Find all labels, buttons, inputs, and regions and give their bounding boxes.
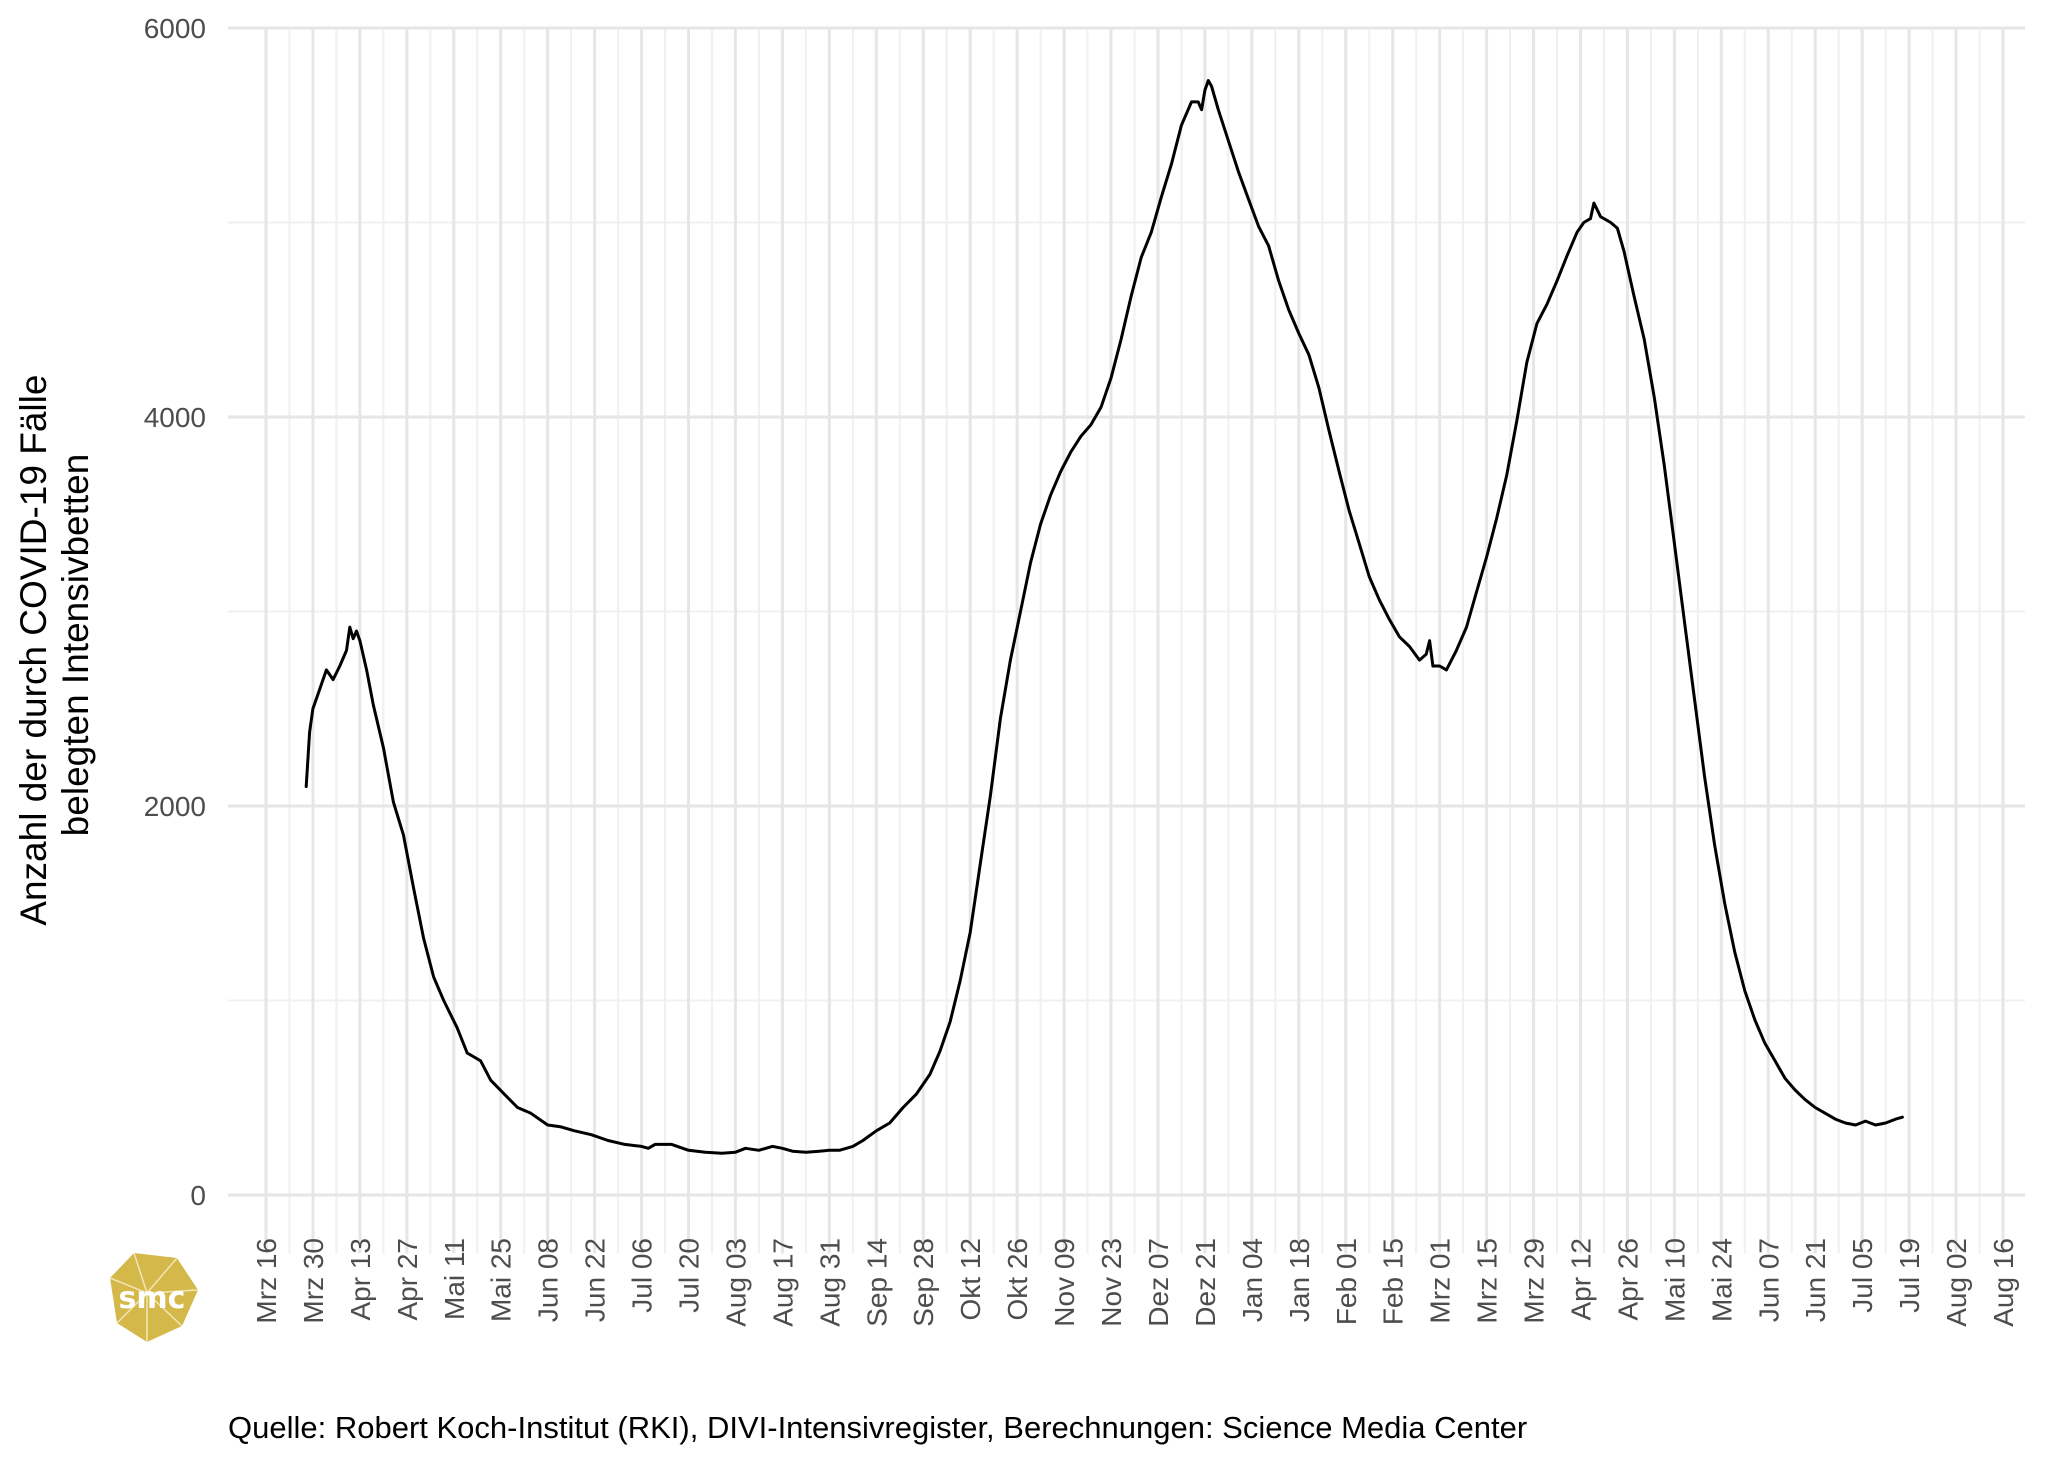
x-tick-label: Dez 21 — [1190, 1238, 1221, 1327]
series-layer — [304, 79, 1904, 1155]
x-tick-label: Apr 26 — [1612, 1238, 1643, 1321]
x-tick-label: Mai 25 — [486, 1238, 517, 1322]
x-axis: Mrz 16 Mrz 30 Apr 13 Apr 27 Mai 11 Mai 25 Jun … — [251, 1238, 2019, 1327]
x-tick-label: Aug 31 — [814, 1238, 845, 1327]
x-tick-label: Jul 05 — [1847, 1238, 1878, 1313]
x-tick-label: Mrz 01 — [1425, 1238, 1456, 1324]
x-tick-label: Jun 08 — [533, 1238, 564, 1322]
y-tick-label: 0 — [190, 1180, 206, 1211]
x-tick-label: Jun 21 — [1800, 1238, 1831, 1322]
x-tick-label: Sep 28 — [908, 1238, 939, 1327]
x-tick-label: Jun 22 — [580, 1238, 611, 1322]
x-tick-label: Apr 12 — [1565, 1238, 1596, 1321]
x-tick-label: Apr 13 — [345, 1238, 376, 1321]
x-tick-label: Mrz 16 — [251, 1238, 282, 1324]
x-tick-label: Aug 03 — [720, 1238, 751, 1327]
x-tick-label: Mai 11 — [439, 1238, 470, 1320]
x-tick-label: Okt 26 — [1002, 1238, 1033, 1320]
x-tick-label: Jan 18 — [1284, 1238, 1315, 1322]
x-tick-label: Aug 16 — [1988, 1238, 2019, 1327]
y-axis-title-line-2: belegten Intensivbetten — [55, 454, 96, 837]
x-tick-label: Nov 09 — [1049, 1238, 1080, 1327]
x-tick-label: Feb 15 — [1378, 1238, 1409, 1325]
x-tick-label: Sep 14 — [861, 1238, 892, 1327]
x-tick-label: Feb 01 — [1331, 1238, 1362, 1325]
y-axis-title-line-1: Anzahl der durch COVID-19 Fälle — [13, 375, 54, 926]
smc-logo: smc — [109, 1252, 199, 1342]
x-tick-label: Jun 07 — [1753, 1238, 1784, 1322]
caption: Quelle: Robert Koch-Institut (RKI), DIVI… — [228, 1410, 1527, 1445]
grid — [228, 26, 2025, 1254]
x-tick-label: Aug 02 — [1941, 1238, 1972, 1327]
x-tick-label: Jul 20 — [674, 1238, 705, 1313]
x-tick-label: Mrz 29 — [1519, 1238, 1550, 1324]
x-tick-label: Mai 10 — [1659, 1238, 1690, 1322]
y-axis: 0 2000 4000 6000 — [144, 13, 206, 1211]
y-tick-label: 6000 — [144, 13, 206, 44]
logo-text: smc — [119, 1281, 186, 1316]
x-tick-label: Mrz 30 — [298, 1238, 329, 1324]
x-tick-label: Mrz 15 — [1472, 1238, 1503, 1324]
x-tick-label: Okt 12 — [955, 1238, 986, 1320]
x-tick-label: Aug 17 — [767, 1238, 798, 1327]
x-tick-label: Nov 23 — [1096, 1238, 1127, 1327]
x-tick-label: Dez 07 — [1143, 1238, 1174, 1327]
x-tick-label: Apr 27 — [392, 1238, 423, 1321]
y-axis-title: Anzahl der durch COVID-19 Fälle belegten… — [13, 364, 96, 925]
x-tick-label: Jan 04 — [1237, 1238, 1268, 1322]
x-tick-label: Mai 24 — [1706, 1238, 1737, 1322]
x-tick-label: Jul 06 — [627, 1238, 658, 1313]
x-tick-label: Jul 19 — [1894, 1238, 1925, 1313]
y-tick-label: 4000 — [144, 402, 206, 433]
y-tick-label: 2000 — [144, 791, 206, 822]
series-line — [304, 79, 1904, 1155]
logo-facets — [109, 1252, 199, 1342]
